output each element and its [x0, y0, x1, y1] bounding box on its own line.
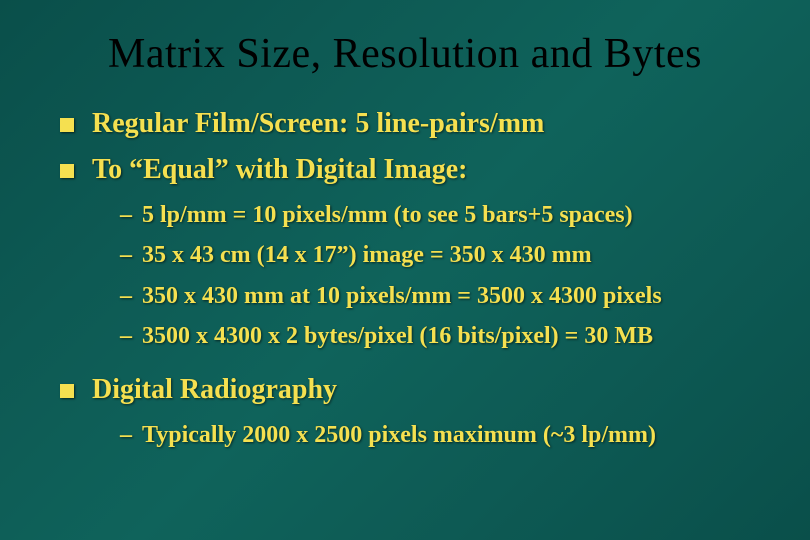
sub-text: Typically 2000 x 2500 pixels maximum (~3…	[142, 422, 656, 448]
sub-item: – Typically 2000 x 2500 pixels maximum (…	[120, 419, 770, 451]
sub-text: 5 lp/mm = 10 pixels/mm (to see 5 bars+5 …	[142, 202, 633, 228]
bullet-text: Digital Radiography	[92, 374, 337, 405]
sub-text: 3500 x 4300 x 2 bytes/pixel (16 bits/pix…	[142, 323, 653, 349]
dash-icon: –	[120, 320, 132, 352]
sub-text: 35 x 43 cm (14 x 17”) image = 350 x 430 …	[142, 242, 592, 268]
square-bullet-icon	[60, 384, 74, 398]
dash-icon: –	[120, 280, 132, 312]
sub-item: – 5 lp/mm = 10 pixels/mm (to see 5 bars+…	[120, 199, 770, 231]
square-bullet-icon	[60, 164, 74, 178]
bullet-item: To “Equal” with Digital Image:	[60, 152, 770, 188]
sub-list: – 5 lp/mm = 10 pixels/mm (to see 5 bars+…	[120, 199, 770, 353]
dash-icon: –	[120, 199, 132, 231]
sub-item: – 3500 x 4300 x 2 bytes/pixel (16 bits/p…	[120, 320, 770, 352]
dash-icon: –	[120, 419, 132, 451]
bullet-text: To “Equal” with Digital Image:	[92, 154, 467, 185]
square-bullet-icon	[60, 118, 74, 132]
bullet-item: Regular Film/Screen: 5 line-pairs/mm	[60, 106, 770, 142]
slide: Matrix Size, Resolution and Bytes Regula…	[0, 0, 810, 540]
dash-icon: –	[120, 239, 132, 271]
sub-item: – 35 x 43 cm (14 x 17”) image = 350 x 43…	[120, 239, 770, 271]
bullet-list: Regular Film/Screen: 5 line-pairs/mm To …	[60, 106, 770, 451]
sub-item: – 350 x 430 mm at 10 pixels/mm = 3500 x …	[120, 280, 770, 312]
slide-title: Matrix Size, Resolution and Bytes	[40, 30, 770, 78]
bullet-text: Regular Film/Screen: 5 line-pairs/mm	[92, 108, 544, 139]
sub-list: – Typically 2000 x 2500 pixels maximum (…	[120, 419, 770, 451]
bullet-item: Digital Radiography	[60, 372, 770, 408]
sub-text: 350 x 430 mm at 10 pixels/mm = 3500 x 43…	[142, 283, 662, 309]
